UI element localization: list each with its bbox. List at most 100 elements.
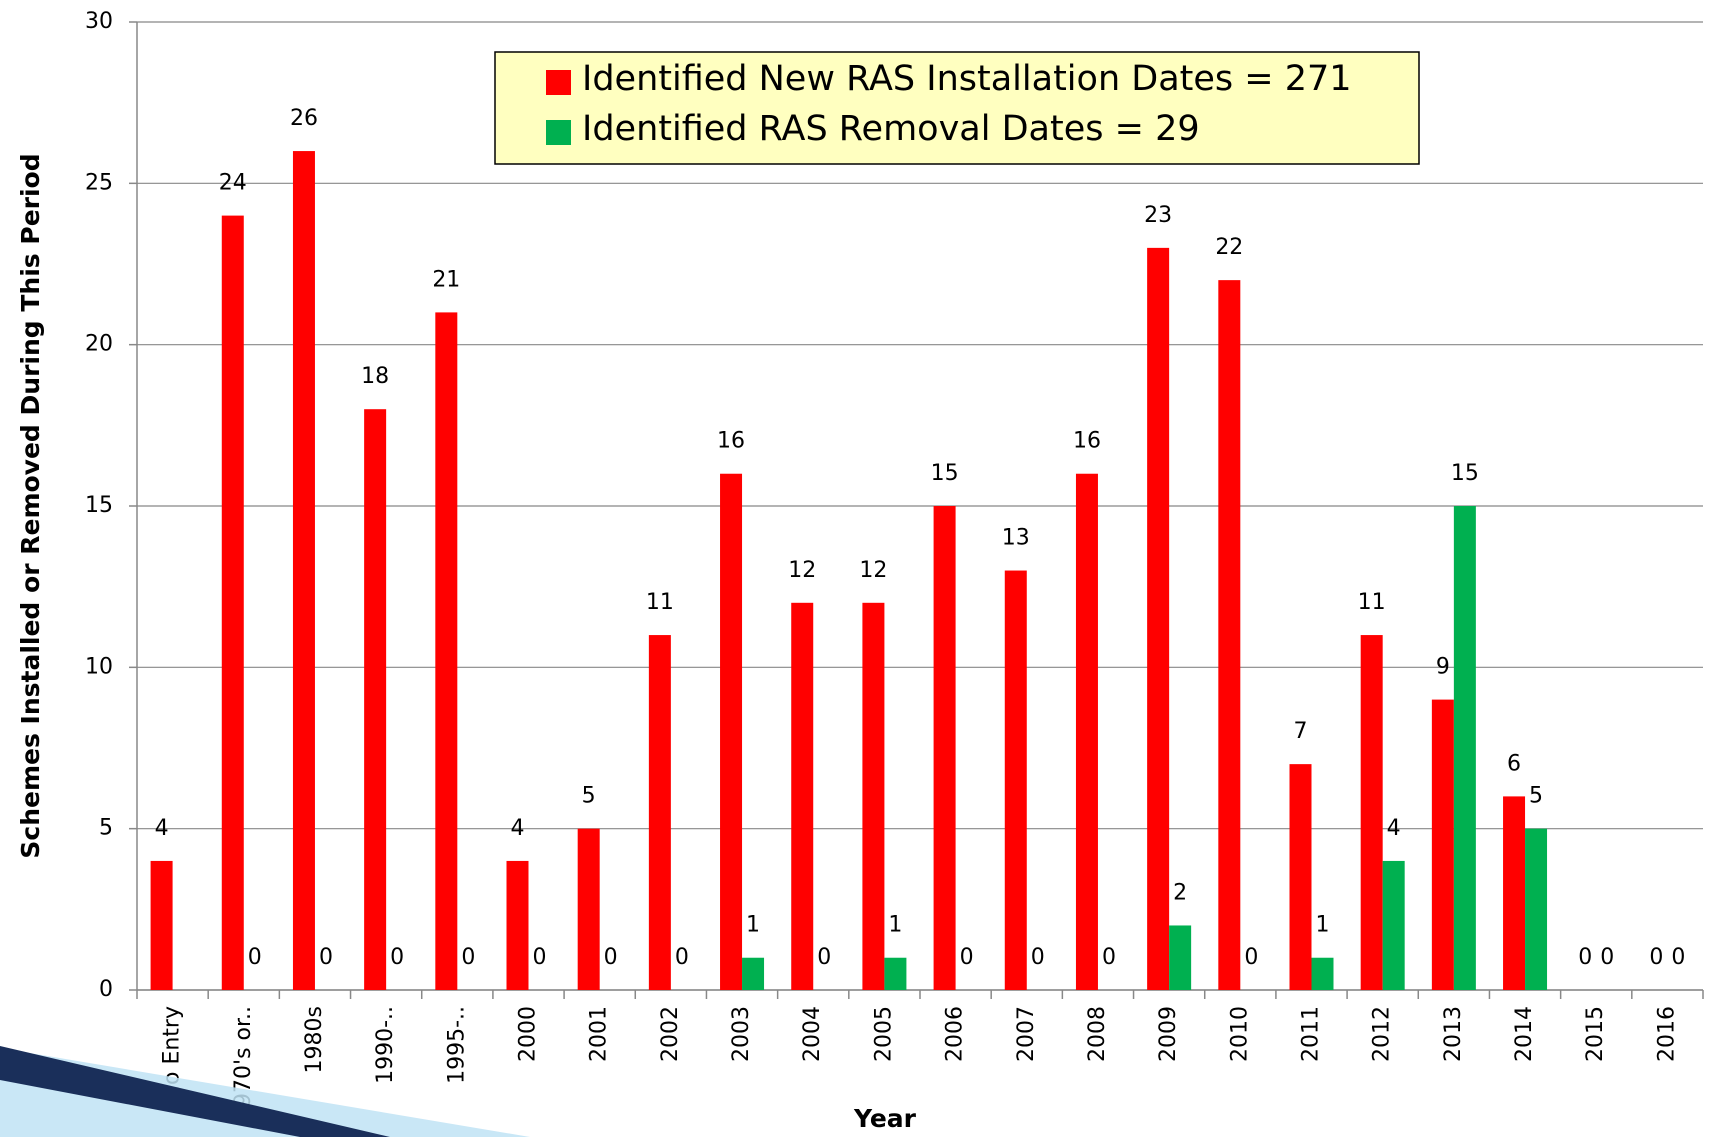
data-label: 0 xyxy=(1102,945,1116,970)
x-tick-label: 2009 xyxy=(1156,1006,1181,1062)
x-tick-label: 2006 xyxy=(943,1006,968,1062)
legend-swatch xyxy=(546,120,571,145)
bar xyxy=(1431,699,1454,990)
x-tick-label: 2001 xyxy=(587,1006,612,1062)
bar xyxy=(1147,247,1170,990)
data-label: 15 xyxy=(931,461,959,486)
data-label: 0 xyxy=(1244,945,1258,970)
x-tick-label: No Entry xyxy=(160,1006,185,1101)
bar xyxy=(506,860,529,990)
data-label: 0 xyxy=(319,945,333,970)
y-tick-label: 5 xyxy=(99,816,113,841)
bar xyxy=(1503,796,1526,990)
bar xyxy=(292,151,315,991)
data-label: 0 xyxy=(1578,945,1592,970)
bar xyxy=(1382,860,1405,990)
data-label: 13 xyxy=(1002,526,1030,551)
data-label: 0 xyxy=(1649,945,1663,970)
bar xyxy=(720,473,743,990)
x-tick-label: 1970's or.. xyxy=(231,1006,256,1121)
data-label: 0 xyxy=(817,945,831,970)
data-label: 0 xyxy=(1671,945,1685,970)
bar xyxy=(435,312,458,990)
data-label: 0 xyxy=(248,945,262,970)
x-tick-label: 2012 xyxy=(1370,1006,1395,1062)
x-tick-label: 2011 xyxy=(1299,1006,1324,1062)
x-tick-label: 1990-.. xyxy=(373,1006,398,1084)
bar xyxy=(221,215,244,991)
y-tick-label: 20 xyxy=(85,332,113,357)
x-tick-label: 1995-.. xyxy=(444,1006,469,1084)
legend-swatch xyxy=(546,70,571,95)
data-label: 5 xyxy=(582,784,596,809)
data-label: 5 xyxy=(1529,784,1543,809)
data-label: 0 xyxy=(604,945,618,970)
data-label: 6 xyxy=(1507,751,1521,776)
x-tick-label: 2005 xyxy=(871,1006,896,1062)
data-label: 18 xyxy=(361,364,389,389)
x-axis-title: Year xyxy=(853,1104,917,1133)
y-tick-label: 10 xyxy=(85,654,113,679)
data-label: 15 xyxy=(1451,461,1479,486)
data-label: 23 xyxy=(1144,203,1172,228)
bar xyxy=(1525,828,1548,990)
legend: Identified New RAS Installation Dates = … xyxy=(494,51,1420,165)
legend-box xyxy=(494,51,1420,165)
data-label: 0 xyxy=(1031,945,1045,970)
y-tick-label: 0 xyxy=(99,977,113,1002)
x-tick-label: 2002 xyxy=(658,1006,683,1062)
data-label: 22 xyxy=(1215,235,1243,260)
bar xyxy=(1004,570,1027,990)
data-label: 0 xyxy=(1600,945,1614,970)
data-label: 12 xyxy=(788,558,816,583)
data-label: 11 xyxy=(646,590,674,615)
bar xyxy=(884,957,907,990)
x-tick-label: 2015 xyxy=(1583,1006,1608,1062)
data-label: 0 xyxy=(390,945,404,970)
data-label: 2 xyxy=(1173,880,1187,905)
bar xyxy=(1453,506,1476,990)
legend-label: Identified New RAS Installation Dates = … xyxy=(582,59,1352,99)
data-label: 0 xyxy=(960,945,974,970)
x-tick-label: 2016 xyxy=(1654,1006,1679,1062)
data-label: 16 xyxy=(717,429,745,454)
data-label: 0 xyxy=(675,945,689,970)
x-tick-label: 2003 xyxy=(729,1006,754,1062)
y-tick-label: 30 xyxy=(85,9,113,34)
data-label: 4 xyxy=(155,816,169,841)
data-label: 1 xyxy=(888,913,902,938)
bar xyxy=(364,409,387,990)
x-tick-label: 2004 xyxy=(800,1006,825,1062)
bar xyxy=(933,506,956,990)
bar xyxy=(1218,280,1241,991)
legend-label: Identified RAS Removal Dates = 29 xyxy=(582,109,1200,149)
data-label: 9 xyxy=(1436,655,1450,680)
bar xyxy=(648,635,671,990)
data-label: 21 xyxy=(432,267,460,292)
x-tick-label: 2007 xyxy=(1014,1006,1039,1062)
data-label: 0 xyxy=(461,945,475,970)
bar xyxy=(791,602,814,990)
x-tick-label: 2014 xyxy=(1512,1006,1537,1062)
bar xyxy=(1311,957,1334,990)
data-label: 4 xyxy=(511,816,525,841)
y-tick-label: 15 xyxy=(85,493,113,518)
bar xyxy=(1289,764,1312,990)
bar xyxy=(1360,635,1383,990)
y-tick-label: 25 xyxy=(85,170,113,195)
data-label: 0 xyxy=(533,945,547,970)
bar xyxy=(1075,473,1098,990)
data-label: 16 xyxy=(1073,429,1101,454)
x-tick-label: 2010 xyxy=(1227,1006,1252,1062)
bar xyxy=(1169,925,1192,990)
bar xyxy=(862,602,885,990)
y-axis-title: Schemes Installed or Removed During This… xyxy=(16,153,45,858)
data-label: 11 xyxy=(1358,590,1386,615)
data-label: 4 xyxy=(1387,816,1401,841)
data-label: 7 xyxy=(1294,719,1308,744)
x-tick-label: 1980s xyxy=(302,1006,327,1073)
x-tick-label: 2013 xyxy=(1441,1006,1466,1062)
bar xyxy=(577,828,600,990)
data-label: 1 xyxy=(746,913,760,938)
